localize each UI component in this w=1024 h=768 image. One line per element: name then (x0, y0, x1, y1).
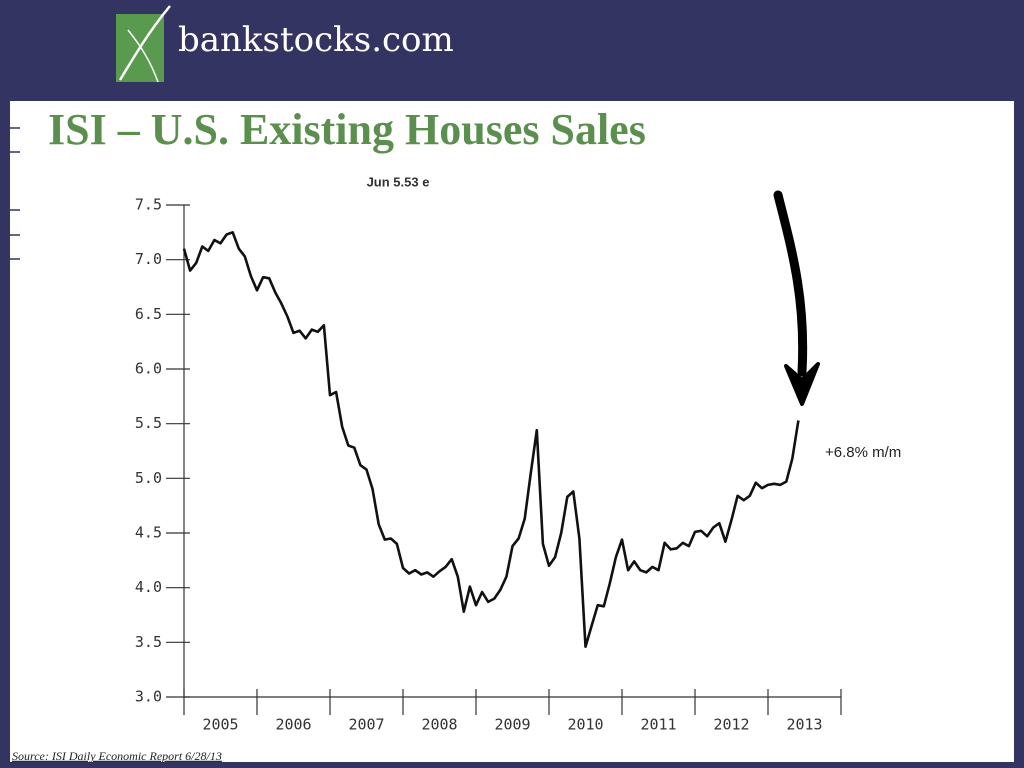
x-tick-label: 2007 (348, 716, 384, 734)
x-tick-label: 2010 (567, 716, 603, 734)
logo-leaf (118, 5, 171, 81)
x-tick-label: 2008 (421, 716, 457, 734)
x-tick-label: 2005 (202, 716, 238, 734)
data-line (182, 231, 800, 648)
y-tick-label: 6.0 (135, 360, 162, 378)
x-tick-label: 2009 (494, 716, 530, 734)
y-tick-label: 3.5 (135, 633, 162, 651)
annotation: Jun 5.53 e (367, 174, 430, 189)
arrow-head (784, 362, 820, 406)
x-tick-label: 2012 (713, 716, 749, 734)
y-tick-label: 5.5 (135, 414, 162, 432)
y-tick-label: 7.5 (135, 196, 162, 214)
y-tick-label: 5.0 (135, 469, 162, 487)
slide-title: ISI – U.S. Existing Houses Sales (48, 105, 646, 154)
y-tick-label: 6.5 (135, 305, 162, 323)
side-ticks (0, 127, 20, 260)
slide-body (10, 101, 1014, 762)
y-tick-label: 4.5 (135, 524, 162, 542)
annotation: +6.8% m/m (825, 444, 901, 461)
y-tick-label: 3.0 (135, 688, 162, 706)
x-tick-label: 2006 (275, 716, 311, 734)
arrow (773, 190, 808, 377)
x-tick-label: 2013 (786, 716, 822, 734)
y-tick-label: 4.0 (135, 578, 162, 596)
logo-text: bankstocks.com (178, 20, 454, 60)
y-tick-label: 7.0 (135, 250, 162, 268)
logo-leaf (127, 29, 159, 83)
x-tick-label: 2011 (640, 716, 676, 734)
source-note: Source: ISI Daily Economic Report 6/28/1… (12, 749, 222, 763)
